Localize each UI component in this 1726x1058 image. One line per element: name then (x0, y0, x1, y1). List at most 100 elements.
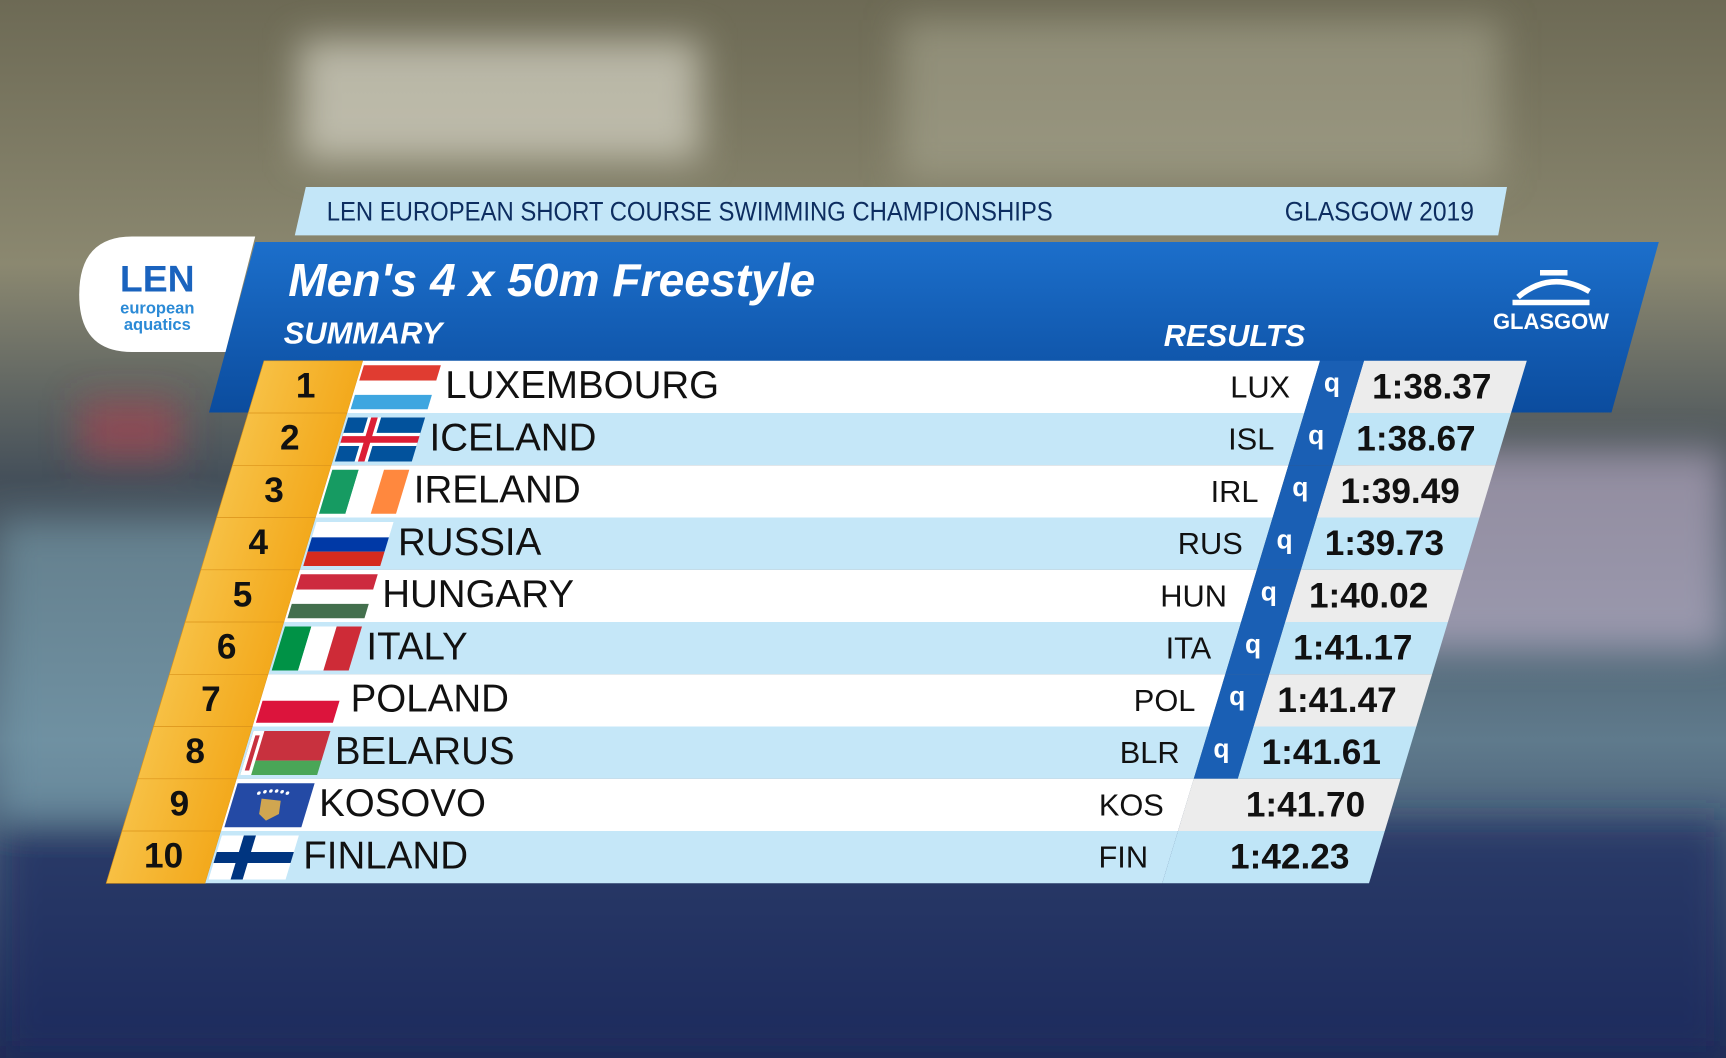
time: 1:38.67 (1356, 420, 1475, 459)
qualifier: q (1308, 420, 1324, 450)
country-name: ITALY (366, 625, 467, 668)
result-row (247, 360, 1527, 414)
country-name: KOSOVO (319, 782, 486, 825)
qualifier-cell (1193, 726, 1254, 779)
rank: 9 (170, 784, 190, 823)
event-venue: GLASGOW 2019 (1285, 196, 1474, 226)
name-cell (252, 674, 1226, 727)
result-row (200, 517, 1480, 571)
time-cell (1269, 622, 1448, 675)
flag-cross (340, 436, 420, 443)
flag-stripe (311, 521, 394, 538)
name-cell (284, 569, 1257, 623)
flag (208, 835, 299, 880)
flag-star (269, 789, 273, 793)
country-name: BELARUS (335, 730, 515, 773)
result-row (137, 726, 1417, 780)
flag-stripe (287, 603, 369, 619)
host-logo-icon (1512, 270, 1591, 306)
logo-badge (79, 236, 256, 352)
country-code: ISL (1228, 422, 1274, 457)
qualifier-cell (1256, 517, 1317, 570)
flag-stripe (303, 551, 385, 566)
header-band (294, 187, 1507, 236)
qualifier: q (1213, 733, 1229, 763)
result-row (168, 621, 1448, 675)
flag-stripe (244, 730, 331, 761)
rank: 7 (201, 680, 221, 719)
result-row (232, 412, 1512, 466)
flag-stripe (296, 574, 378, 590)
country-code: FIN (1098, 840, 1148, 875)
rank: 10 (144, 837, 183, 876)
time: 1:39.49 (1341, 472, 1460, 511)
qualifier-cell (1288, 413, 1349, 466)
flag (287, 574, 378, 619)
flag-stripe (370, 469, 410, 514)
time-cell (1162, 831, 1385, 884)
flag (303, 521, 394, 566)
rank: 2 (280, 419, 300, 458)
flag-map (259, 798, 281, 821)
time-cell (1177, 778, 1401, 832)
country-code: LUX (1230, 369, 1290, 404)
qualifier-cell (1225, 622, 1286, 675)
qualifier-cell (1272, 465, 1333, 518)
qualifier: q (1245, 629, 1261, 659)
flag (319, 469, 410, 514)
flag-stripe (291, 589, 374, 604)
results-graphic: LEN EUROPEAN SHORT COURSE SWIMMING CHAMP… (79, 187, 1659, 884)
country-name: ICELAND (430, 416, 597, 459)
qualifier: q (1261, 577, 1277, 607)
country-code: KOS (1099, 787, 1164, 822)
flag-stripe (359, 365, 441, 381)
flag (271, 626, 362, 671)
flag-stripe (350, 394, 432, 410)
flag-stripe (255, 700, 340, 723)
time-cell (1332, 413, 1512, 466)
flag-stripe (262, 678, 347, 701)
name-cell (220, 778, 1194, 832)
country-code: HUN (1160, 578, 1227, 613)
qualifier: q (1277, 524, 1293, 554)
name-cell (347, 360, 1321, 414)
flag-cross (213, 851, 294, 863)
result-row (105, 830, 1385, 884)
logo-mark: LEN (120, 257, 195, 299)
flag-stripe (298, 626, 337, 671)
rank: 4 (248, 523, 268, 562)
flag-star (285, 791, 290, 795)
flag-stripe (271, 626, 312, 671)
result-row (153, 673, 1433, 727)
rank: 6 (217, 628, 237, 667)
time: 1:42.23 (1230, 838, 1349, 877)
host-logo: GLASGOW (1493, 309, 1609, 334)
name-cell (268, 622, 1242, 675)
qualifier: q (1292, 472, 1308, 502)
country-name: HUNGARY (382, 573, 574, 616)
flag-star (263, 790, 267, 794)
flag-stripe (345, 469, 385, 514)
rank: 3 (264, 471, 284, 510)
time-cell (1300, 517, 1480, 570)
result-row (121, 778, 1401, 832)
name-cell (236, 726, 1210, 779)
time: 1:39.73 (1325, 524, 1444, 563)
time: 1:41.70 (1246, 785, 1365, 824)
country-name: RUSSIA (398, 521, 542, 564)
time: 1:41.61 (1262, 733, 1381, 772)
qualifier-cell (1209, 674, 1270, 727)
time-cell (1316, 465, 1496, 518)
flag (350, 365, 441, 410)
rank: 1 (296, 366, 316, 405)
flag-stripe (307, 537, 389, 552)
flag (224, 783, 315, 828)
name-cell (331, 413, 1305, 466)
time: 1:40.02 (1309, 576, 1428, 615)
country-code: BLR (1120, 735, 1180, 770)
event-name: LEN EUROPEAN SHORT COURSE SWIMMING CHAMP… (327, 196, 1053, 226)
rank: 5 (233, 575, 253, 614)
flag (334, 417, 426, 462)
country-name: IRELAND (414, 469, 581, 512)
